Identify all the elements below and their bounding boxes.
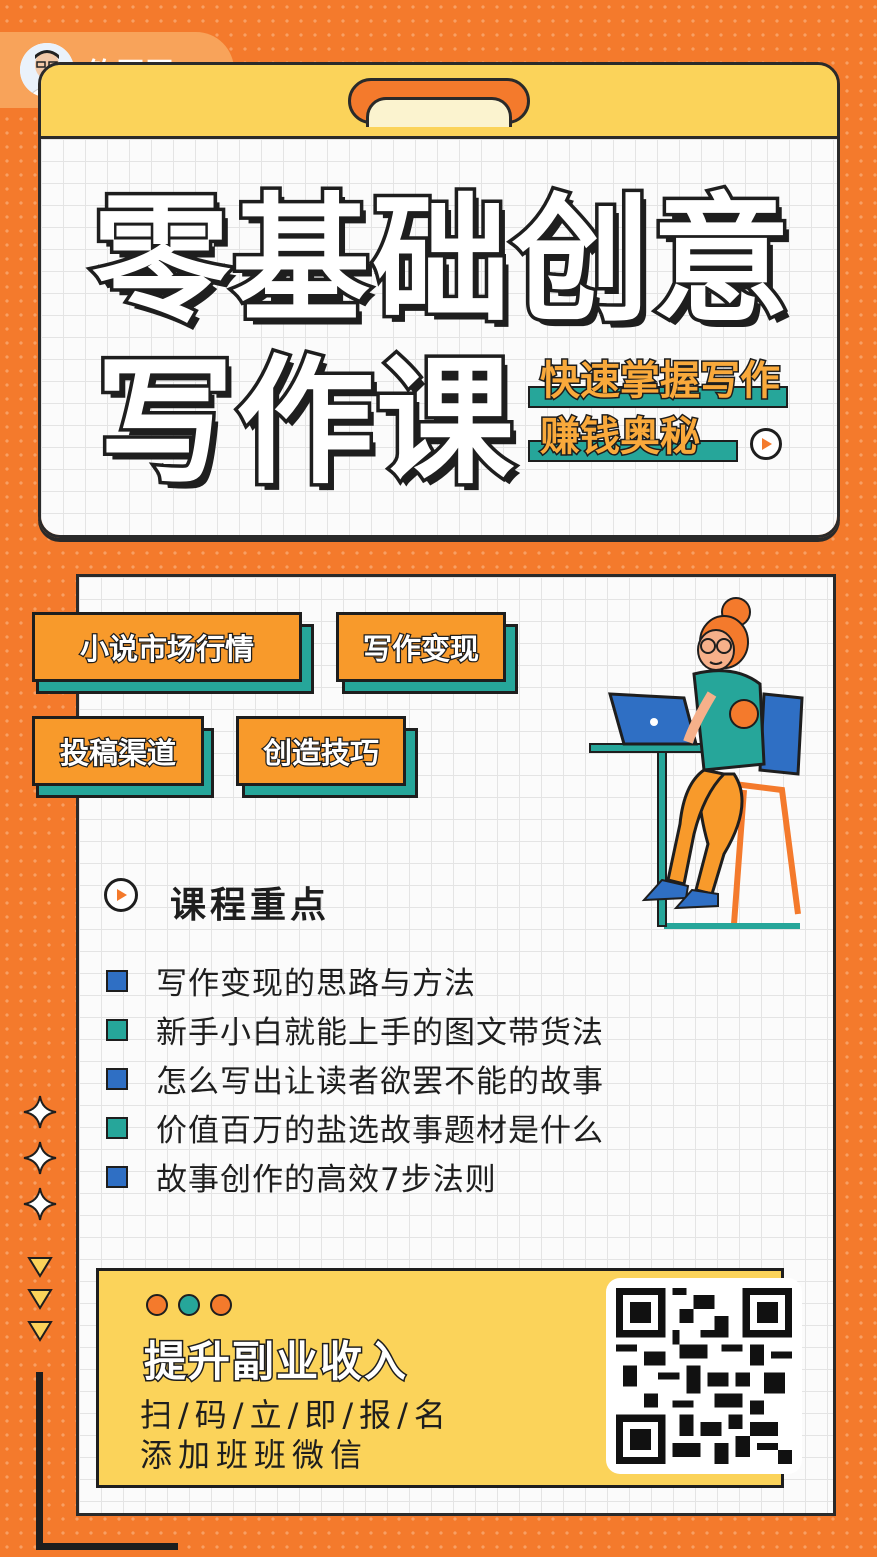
- square-bullet-icon: [106, 1116, 128, 1139]
- decorative-dots: [146, 1294, 232, 1316]
- chip-technique: 创造技巧: [236, 716, 406, 786]
- chip-submission: 投稿渠道: [32, 716, 204, 786]
- sparkle-icon: [23, 1095, 57, 1129]
- cta-headline: 提升副业收入: [142, 1336, 409, 1388]
- corner-bracket: [36, 1372, 178, 1550]
- square-bullet-icon: [106, 1067, 128, 1090]
- page-title-line2: 写作课: [92, 342, 517, 503]
- qr-code[interactable]: [606, 1278, 802, 1474]
- triangle-down-icon: [27, 1257, 53, 1278]
- person-with-laptop-illustration: [589, 597, 804, 929]
- list-item: 写作变现的思路与方法: [106, 956, 604, 1005]
- cta-wechat-text: 添加班班微信: [140, 1436, 369, 1474]
- tagline-line1: 快速掌握写作: [539, 357, 782, 406]
- page-title-line1: 零基础创意: [88, 180, 793, 341]
- triangle-down-icon: [27, 1289, 53, 1310]
- sparkle-icon: [23, 1141, 57, 1175]
- square-bullet-icon: [106, 969, 128, 992]
- play-icon[interactable]: [750, 428, 782, 460]
- chip-market: 小说市场行情: [32, 612, 302, 682]
- play-icon: [104, 878, 138, 912]
- cta-scan-text: 扫/码/立/即/报/名: [140, 1396, 452, 1434]
- sparkle-icon: [23, 1187, 57, 1221]
- section-title: 课程重点: [170, 885, 331, 926]
- list-item: 价值百万的盐选故事题材是什么: [106, 1103, 604, 1152]
- list-item: 故事创作的高效7步法则: [106, 1152, 604, 1201]
- square-bullet-icon: [106, 1018, 128, 1041]
- chip-monetize: 写作变现: [336, 612, 506, 682]
- key-points-list: 写作变现的思路与方法 新手小白就能上手的图文带货法 怎么写出让读者欲罢不能的故事…: [106, 956, 604, 1201]
- tagline-line2: 赚钱奥秘: [539, 413, 702, 462]
- list-item: 怎么写出让读者欲罢不能的故事: [106, 1054, 604, 1103]
- list-item: 新手小白就能上手的图文带货法: [106, 1005, 604, 1054]
- square-bullet-icon: [106, 1165, 128, 1188]
- triangle-down-icon: [27, 1321, 53, 1342]
